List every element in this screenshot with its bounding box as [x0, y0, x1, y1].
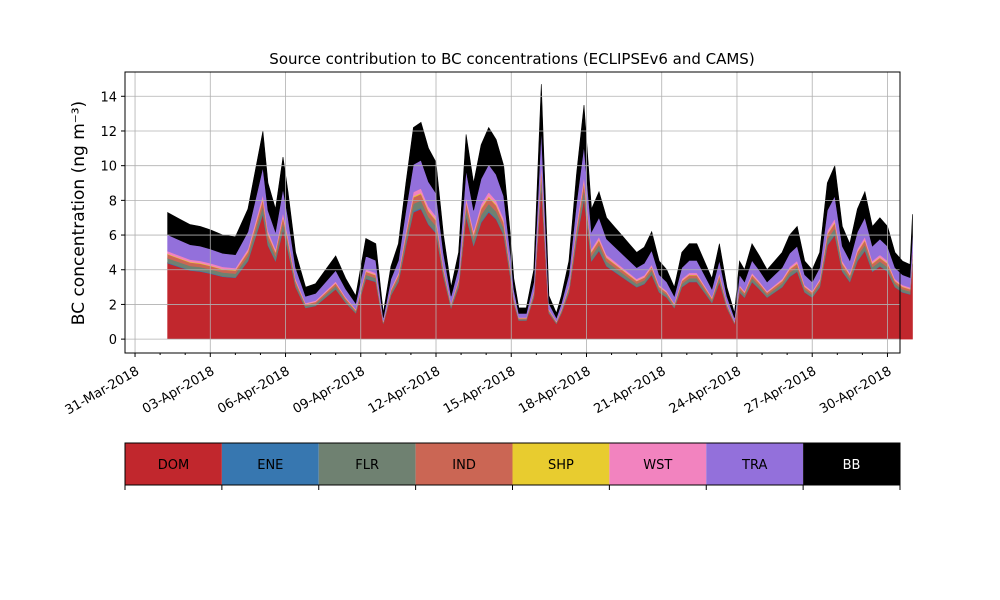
legend-swatch-dom	[125, 443, 222, 485]
grid-lines	[125, 72, 900, 353]
legend-label-flr: FLR	[355, 458, 379, 473]
x-tick-label: 31-Mar-2018	[63, 364, 142, 418]
x-tick-label: 24-Apr-2018	[667, 364, 744, 417]
x-tick-label: 12-Apr-2018	[366, 364, 443, 417]
legend-swatch-ene	[221, 443, 319, 485]
x-tick-label: 15-Apr-2018	[441, 364, 518, 417]
legend-label-wst: WST	[643, 458, 672, 473]
legend-swatch-tra	[706, 443, 804, 485]
x-tick-label: 30-Apr-2018	[817, 364, 894, 417]
chart-title: Source contribution to BC concentrations…	[269, 50, 754, 68]
legend-label-dom: DOM	[158, 458, 189, 473]
legend-label-tra: TRA	[741, 458, 767, 473]
y-axis-ticks: 0 2 4 6 8 10 12 14	[100, 90, 125, 348]
y-tick-label: 6	[109, 229, 117, 244]
y-tick-label: 10	[100, 160, 117, 175]
x-tick-label: 27-Apr-2018	[742, 364, 819, 417]
x-tick-label: 21-Apr-2018	[591, 364, 668, 417]
x-tick-label: 09-Apr-2018	[291, 364, 368, 417]
y-tick-label: 12	[100, 125, 117, 140]
legend-swatch-flr	[318, 443, 416, 485]
plot-area: 0 2 4 6 8 10 12 14 31-Mar-201803-Apr-201806-Apr…	[63, 71, 913, 418]
x-tick-label: 06-Apr-2018	[215, 364, 292, 417]
legend-swatch-ind	[415, 443, 513, 485]
legend-label-shp: SHP	[548, 458, 574, 473]
y-tick-label: 8	[109, 194, 117, 209]
y-tick-label: 2	[109, 298, 117, 313]
legend-label-ind: IND	[452, 458, 476, 473]
legend-swatch-wst	[609, 443, 707, 485]
x-tick-label: 03-Apr-2018	[140, 364, 217, 417]
x-tick-label: 18-Apr-2018	[516, 364, 593, 417]
y-tick-label: 14	[100, 90, 117, 105]
area-layers	[167, 84, 913, 340]
source-colorbar-legend: DOM ENE FLR IND SHP WST TRA BB	[124, 442, 901, 490]
y-axis-label: BC concentration (ng m⁻³)	[69, 101, 89, 325]
x-axis-ticks: 31-Mar-201803-Apr-201806-Apr-201809-Apr-…	[63, 353, 894, 418]
legend-swatch-shp	[512, 443, 610, 485]
legend-label-ene: ENE	[257, 458, 283, 473]
legend-label-bb: BB	[843, 458, 861, 473]
y-tick-label: 4	[109, 264, 117, 279]
legend-swatch-bb	[803, 443, 900, 485]
y-tick-label: 0	[109, 333, 117, 348]
plot-frame	[124, 71, 901, 354]
